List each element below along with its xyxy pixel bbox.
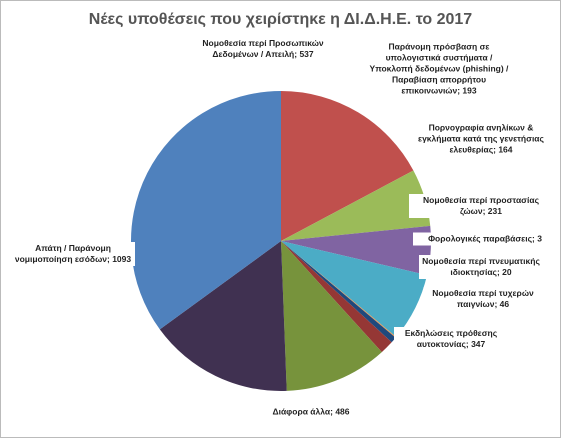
pie-slice [159,241,287,391]
label-separator: ; [531,233,538,244]
pie-slice [281,91,414,241]
data-label: Νομοθεσία περί πνευματικής ιδιοκτησίας; … [419,255,543,279]
label-category: Απάτη / Παράνομη νομιμοποίηση εσόδων [14,243,111,264]
label-value: 20 [502,267,512,277]
pie-slice [281,225,431,276]
label-value: 347 [471,339,486,349]
label-separator: ; [482,206,488,216]
data-label: Διάφορα άλλα; 486 [259,405,363,419]
label-category: Εκδηλώσεις πρόθεσης αυτοκτονίας [404,328,498,349]
label-category: Νομοθεσία περί τυχερών παιγνίων [432,288,534,309]
label-separator: ; [496,267,503,277]
label-category: Πορνογραφία ανηλίκων & εγκλήματα κατά τη… [418,122,544,155]
label-value: 486 [335,406,350,417]
data-label: Πορνογραφία ανηλίκων & εγκλήματα κατά τη… [409,121,553,157]
label-category: Φορολογικές παραβάσεις [428,233,532,244]
data-label: Φορολογικές παραβάσεις; 3 [413,232,557,246]
data-label: Απάτη / Παράνομη νομιμοποίηση εσόδων; 10… [11,242,135,266]
label-category: Νομοθεσία περί προστασίας ζώων [422,195,540,216]
label-category: Παράνομη πρόσβαση σε υπολογιστικά συστήμ… [369,41,509,96]
label-category: Διάφορα άλλα [272,406,331,417]
label-separator: ; [457,85,463,96]
label-separator: ; [294,49,300,59]
label-separator: ; [107,254,113,264]
label-value: 164 [498,144,513,155]
data-label: Νομοθεσία περί τυχερών παιγνίων; 46 [423,287,543,311]
label-value: 231 [487,206,502,216]
data-label: Εκδηλώσεις πρόθεσης αυτοκτονίας; 347 [394,327,508,351]
pie-slice [281,241,382,391]
label-separator: ; [330,406,336,417]
data-label: Νομοθεσία περί προστασίας ζώων; 231 [409,194,553,218]
label-separator: ; [493,144,499,155]
label-value: 537 [299,49,314,59]
pie-slice [281,170,431,241]
label-category: Νομοθεσία περί Προσωπικών Δεδομένων / Απ… [202,38,324,59]
pie-slice [281,241,397,338]
pie-slice [281,241,428,338]
data-label: Παράνομη πρόσβαση σε υπολογιστικά συστήμ… [362,40,516,98]
pie-slice [281,241,396,343]
chart-title: Νέες υποθέσεις που χειρίστηκε η ΔΙ.Δ.Η.Ε… [88,11,473,28]
label-value: 3 [537,233,542,244]
label-value: 193 [462,85,477,96]
label-value: 1093 [112,254,132,264]
pie-slice [281,241,392,353]
pie-slice [131,91,281,330]
label-value: 46 [499,299,510,309]
label-separator: ; [494,299,500,309]
data-label: Νομοθεσία περί Προσωπικών Δεδομένων / Απ… [186,37,340,61]
label-separator: ; [465,339,472,349]
label-category: Νομοθεσία περί πνευματικής ιδιοκτησίας [422,256,540,277]
